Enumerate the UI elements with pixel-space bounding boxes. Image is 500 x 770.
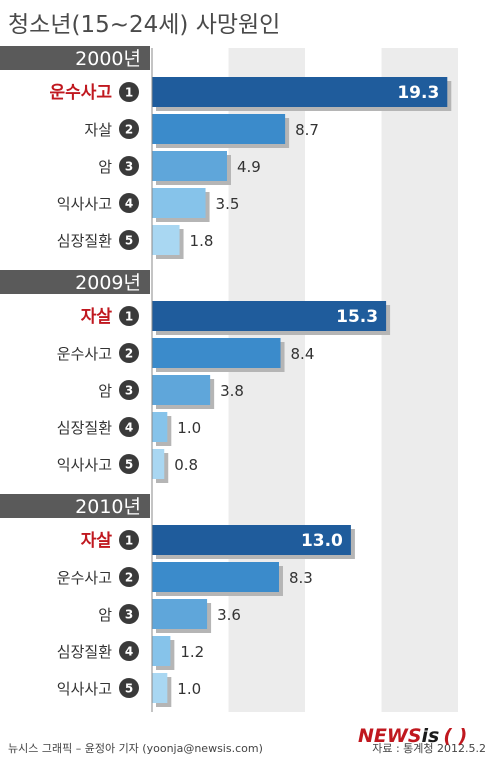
rank-number: 4: [125, 197, 133, 211]
category-label: 심장질환: [57, 643, 112, 661]
bar: [152, 77, 448, 107]
rank-badge: [119, 230, 139, 250]
rank-number: 1: [125, 86, 133, 100]
bar: [152, 114, 286, 144]
footer-credit: 뉴시스 그래픽 – 윤정아 기자 (yoonja@newsis.com): [8, 742, 263, 755]
bar: [152, 525, 351, 555]
data-label: 13.0: [301, 531, 343, 551]
data-label: 8.7: [295, 121, 319, 139]
rank-badge: [119, 82, 139, 102]
rank-badge: [119, 641, 139, 661]
bar: [152, 449, 165, 479]
bar: [152, 188, 206, 218]
rank-number: 5: [125, 458, 133, 472]
category-label: 암: [98, 606, 112, 624]
data-label: 1.2: [180, 643, 204, 661]
rank-badge: [119, 530, 139, 550]
category-label: 운수사고: [49, 83, 112, 103]
rank-number: 3: [125, 608, 133, 622]
rank-badge: [119, 604, 139, 624]
logo-part-news: NEWS: [358, 725, 422, 747]
year-label: 2009년: [75, 272, 141, 294]
grid-band: [381, 48, 458, 712]
rank-badge: [119, 156, 139, 176]
bar: [152, 225, 180, 255]
category-label: 익사사고: [57, 195, 112, 213]
rank-number: 5: [125, 234, 133, 248]
rank-number: 3: [125, 160, 133, 174]
rank-number: 4: [125, 645, 133, 659]
rank-number: 1: [125, 534, 133, 548]
bar: [152, 301, 387, 331]
logo-part-paren: ( ): [443, 725, 467, 747]
chart-title: 청소년(15~24세) 사망원인: [8, 12, 280, 38]
data-label: 0.8: [174, 456, 198, 474]
data-label: 3.5: [216, 195, 240, 213]
rank-badge: [119, 193, 139, 213]
rank-number: 2: [125, 123, 133, 137]
bar: [152, 412, 168, 442]
rank-badge: [119, 343, 139, 363]
rank-number: 3: [125, 384, 133, 398]
bar: [152, 636, 171, 666]
data-label: 3.6: [217, 606, 241, 624]
bar: [152, 151, 227, 181]
category-label: 심장질환: [57, 419, 112, 437]
year-label: 2000년: [75, 48, 141, 70]
newsis-logo: NEWSis( ): [358, 725, 467, 747]
footer-source: 자료 : 통계청 2012.5.2: [372, 742, 486, 755]
category-label: 암: [98, 158, 112, 176]
bar: [152, 673, 168, 703]
category-label: 암: [98, 382, 112, 400]
rank-badge: [119, 454, 139, 474]
rank-number: 1: [125, 310, 133, 324]
category-label: 운수사고: [57, 345, 112, 363]
data-label: 8.4: [291, 345, 315, 363]
rank-badge: [119, 306, 139, 326]
bar: [152, 338, 281, 368]
rank-badge: [119, 380, 139, 400]
category-label: 익사사고: [57, 680, 112, 698]
data-label: 3.8: [220, 382, 244, 400]
rank-number: 5: [125, 682, 133, 696]
data-label: 1.0: [177, 419, 201, 437]
rank-badge: [119, 417, 139, 437]
rank-number: 4: [125, 421, 133, 435]
data-label: 1.0: [177, 680, 201, 698]
category-label: 운수사고: [57, 569, 112, 587]
year-header-bar: [0, 270, 150, 294]
bar: [152, 562, 279, 592]
category-label: 심장질환: [57, 232, 112, 250]
grid-bands: [228, 48, 458, 712]
data-label: 4.9: [237, 158, 261, 176]
rank-number: 2: [125, 571, 133, 585]
bar: [152, 599, 208, 629]
year-header-bar: [0, 494, 150, 518]
bar: [152, 375, 211, 405]
rank-badge: [119, 119, 139, 139]
grid-band: [228, 48, 305, 712]
rank-badge: [119, 567, 139, 587]
data-label: 19.3: [397, 83, 439, 103]
data-label: 1.8: [190, 232, 214, 250]
category-label: 자살: [81, 307, 113, 327]
category-label: 익사사고: [57, 456, 112, 474]
year-label: 2010년: [75, 496, 141, 518]
category-label: 자살: [81, 531, 113, 551]
rank-number: 2: [125, 347, 133, 361]
category-label: 자살: [84, 121, 112, 139]
data-label: 8.3: [289, 569, 313, 587]
data-label: 15.3: [336, 307, 378, 327]
rank-badge: [119, 678, 139, 698]
logo-part-is: is: [422, 725, 440, 747]
year-header-bar: [0, 46, 150, 70]
